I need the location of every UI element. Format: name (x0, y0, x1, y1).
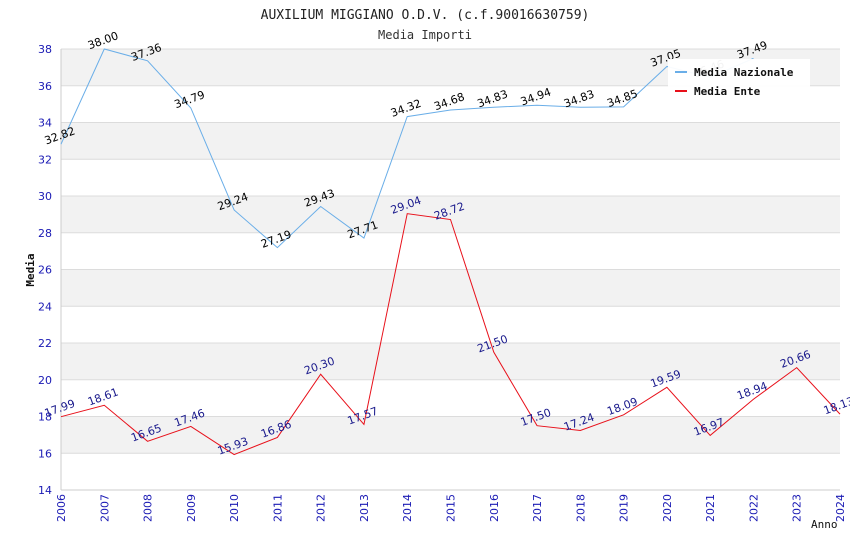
y-tick-labels: 14 16 18 20 22 24 26 28 30 32 34 36 38 (38, 43, 52, 497)
y-tick-label: 26 (38, 264, 52, 277)
plot-background-bands (61, 49, 840, 490)
x-tick-labels: 2006 2007 2008 2009 2010 2011 2012 2013 2014 2015… (55, 494, 847, 522)
y-tick-label: 24 (38, 300, 52, 313)
y-tick-label: 16 (38, 447, 52, 460)
legend: Media Nazionale Media Ente (668, 59, 810, 101)
series-line-media-nazionale (60, 48, 754, 249)
plot-band (61, 196, 840, 233)
x-tick-label: 2011 (271, 494, 284, 522)
plot-band (61, 453, 840, 490)
x-tick-label: 2014 (401, 494, 414, 522)
plot-band (61, 379, 840, 417)
x-tick-label: 2023 (791, 494, 804, 522)
series-line-media-ente (60, 213, 841, 456)
y-tick-label: 22 (38, 337, 52, 350)
legend-entry: Media Nazionale (694, 66, 794, 79)
x-tick-label: 2021 (704, 494, 717, 522)
x-tick-label: 2018 (574, 494, 587, 522)
x-tick-label: 2012 (315, 494, 328, 522)
y-tick-label: 34 (38, 117, 52, 130)
x-tick-label: 2013 (358, 494, 371, 522)
y-tick-label: 36 (38, 80, 52, 93)
plot-band (61, 306, 840, 343)
x-tick-label: 2008 (142, 494, 155, 522)
x-tick-label: 2022 (747, 494, 760, 522)
y-tick-label: 28 (38, 227, 52, 240)
plot-band (61, 122, 840, 160)
plot-band (61, 232, 840, 270)
series-lines (60, 48, 841, 456)
x-tick-label: 2024 (834, 494, 847, 522)
plot-band (61, 269, 840, 307)
x-tick-label: 2010 (228, 494, 241, 522)
y-tick-label: 20 (38, 374, 52, 387)
x-tick-label: 2017 (531, 494, 544, 522)
x-tick-label: 2006 (55, 494, 68, 522)
plot-band (61, 159, 840, 196)
gridlines (60, 48, 840, 491)
plot-band (61, 343, 840, 380)
x-tick-label: 2016 (488, 494, 501, 522)
x-axis-label: Anno (811, 518, 838, 531)
x-tick-label: 2007 (98, 494, 111, 522)
x-tick-label: 2015 (445, 494, 458, 522)
legend-entry: Media Ente (694, 85, 761, 98)
chart-title: AUXILIUM MIGGIANO O.D.V. (c.f.9001663075… (261, 8, 590, 23)
x-tick-label: 2020 (661, 494, 674, 522)
x-tick-label: 2009 (185, 494, 198, 522)
y-tick-label: 18 (38, 411, 52, 424)
chart-subtitle: Media Importi (378, 28, 472, 42)
legend-box (668, 59, 810, 101)
y-tick-label: 38 (38, 43, 52, 56)
y-tick-label: 14 (38, 484, 52, 497)
y-tick-label: 30 (38, 190, 52, 203)
x-tick-label: 2019 (618, 494, 631, 522)
y-axis-label: Media (24, 253, 37, 286)
y-tick-label: 32 (38, 153, 52, 166)
